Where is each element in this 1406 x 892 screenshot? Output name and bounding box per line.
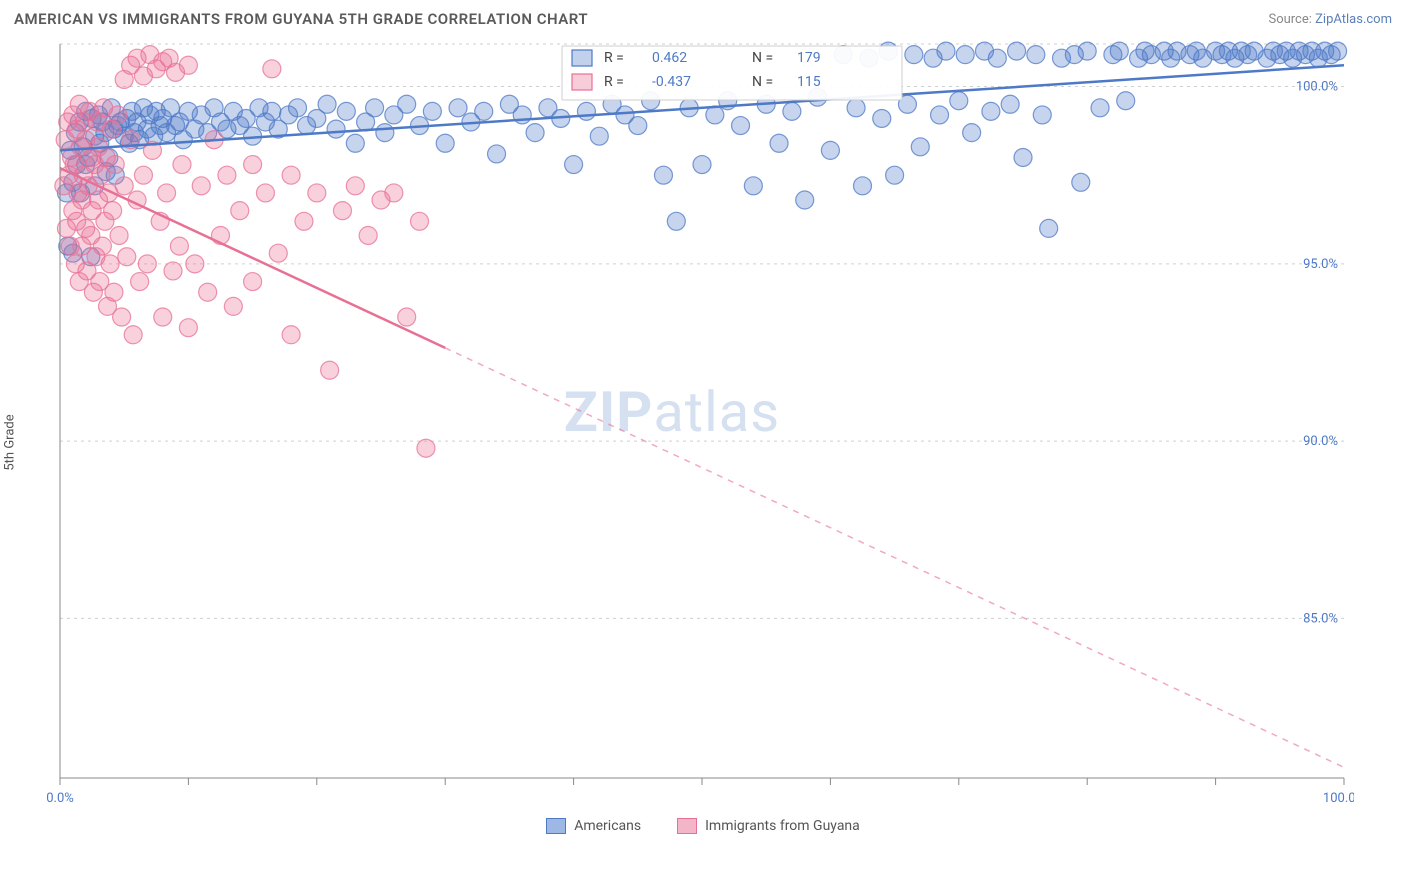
svg-text:90.0%: 90.0%: [1303, 434, 1338, 449]
legend-swatch: [677, 818, 697, 834]
y-axis-label: 5th Grade: [3, 414, 18, 470]
source-link[interactable]: ZipAtlas.com: [1315, 12, 1392, 27]
legend-item-americans: Americans: [546, 818, 641, 834]
chart-title: AMERICAN VS IMMIGRANTS FROM GUYANA 5TH G…: [14, 10, 588, 28]
chart-header: AMERICAN VS IMMIGRANTS FROM GUYANA 5TH G…: [0, 0, 1406, 36]
svg-text:100.0%: 100.0%: [1323, 791, 1354, 806]
svg-text:R =: R =: [604, 74, 624, 90]
svg-text:179: 179: [797, 50, 821, 66]
legend-swatch: [546, 818, 566, 834]
legend-label: Americans: [574, 818, 641, 834]
svg-text:95.0%: 95.0%: [1303, 257, 1338, 272]
svg-text:115: 115: [797, 74, 821, 90]
source-attribution: Source: ZipAtlas.com: [1268, 12, 1392, 27]
chart-container: 5th Grade 85.0%90.0%95.0%100.0%ZIPatlas0…: [14, 36, 1392, 834]
legend-label: Immigrants from Guyana: [705, 818, 860, 834]
svg-text:0.0%: 0.0%: [46, 791, 74, 806]
svg-text:N =: N =: [752, 50, 773, 66]
svg-text:-0.437: -0.437: [652, 74, 691, 90]
svg-text:N =: N =: [752, 74, 773, 90]
svg-text:100.0%: 100.0%: [1296, 80, 1338, 95]
svg-text:ZIPatlas: ZIPatlas: [564, 379, 780, 445]
svg-text:R =: R =: [604, 50, 624, 66]
svg-text:0.462: 0.462: [652, 50, 687, 66]
legend-item-immigrants: Immigrants from Guyana: [677, 818, 860, 834]
legend-bottom: Americans Immigrants from Guyana: [14, 818, 1392, 834]
svg-text:85.0%: 85.0%: [1303, 611, 1338, 626]
correlation-scatter-chart: 85.0% 90.0% 95.0% 100.0% ZIPatlas 0.0% 100.0% R…: [14, 36, 1354, 806]
